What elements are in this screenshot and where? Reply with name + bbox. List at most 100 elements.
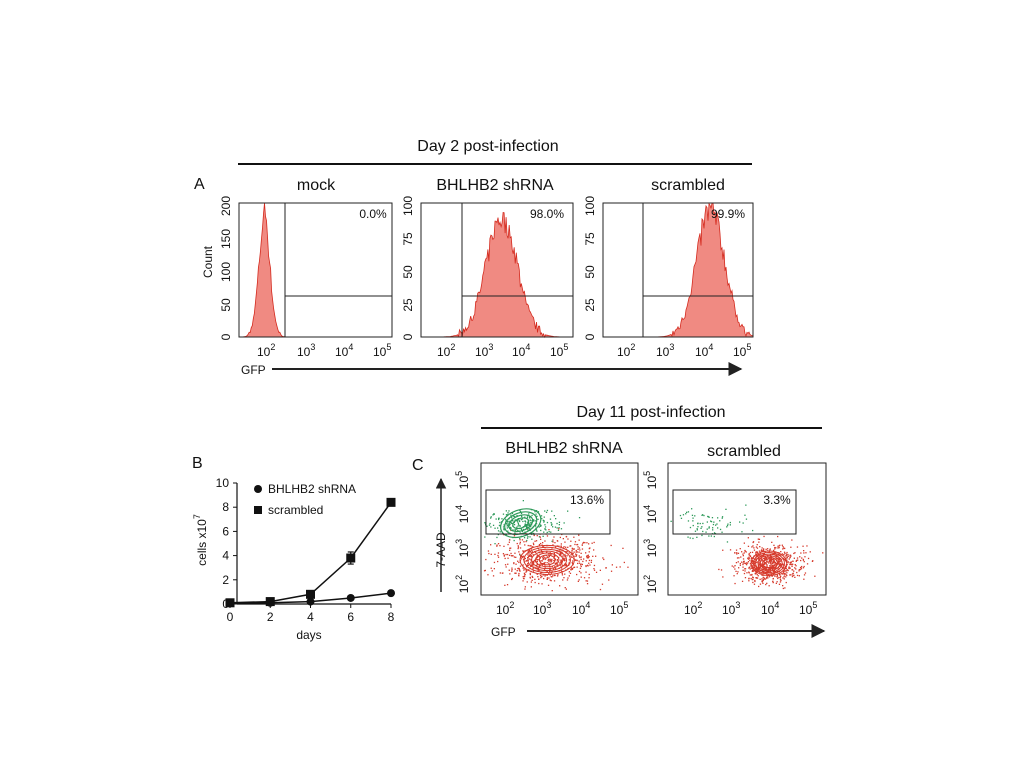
dot-red: [538, 578, 540, 580]
dot-red: [765, 583, 767, 586]
dot-red: [586, 555, 588, 557]
dot-red: [627, 566, 629, 568]
panel-a-y-axis-label: Count: [201, 245, 215, 278]
gate-box: [672, 489, 797, 535]
dot-red: [542, 555, 545, 557]
dot-red: [789, 563, 791, 565]
dot-red: [754, 573, 757, 575]
dot-red: [779, 565, 782, 567]
dot-green: [685, 513, 687, 515]
dot-red: [566, 579, 569, 581]
x-tick-label: 6: [347, 610, 354, 624]
dot-green: [510, 527, 512, 529]
dot-red: [571, 548, 574, 550]
dot-red: [735, 549, 738, 551]
dot-red: [790, 561, 792, 563]
dot-red: [580, 556, 582, 558]
dot-green: [687, 536, 689, 538]
dot-red: [795, 565, 797, 567]
dot-green: [512, 515, 515, 517]
dot-red: [741, 580, 744, 582]
dot-red: [743, 572, 746, 575]
dot-green: [507, 530, 509, 532]
dot-red: [770, 567, 772, 569]
dot-green: [694, 515, 696, 517]
dot-red: [532, 567, 534, 570]
dot-green: [551, 523, 553, 525]
dotplot-bhlhb2: [483, 500, 629, 592]
y-tick: 50: [401, 265, 415, 279]
dot-green: [498, 517, 500, 519]
dot-green: [525, 523, 527, 526]
dot-red: [785, 557, 787, 559]
dot-red: [561, 553, 563, 555]
dot-green: [539, 524, 542, 526]
x-ticks: 0 2 4 6 8: [227, 604, 395, 624]
x-tick: 104: [761, 600, 779, 617]
dot-red: [764, 551, 766, 553]
dot-red: [772, 578, 774, 580]
dot-red: [782, 563, 784, 566]
dot-red: [777, 547, 779, 549]
dot-green: [721, 517, 723, 519]
legend-marker-square: [254, 506, 262, 514]
dot-red: [548, 577, 550, 579]
dot-red: [574, 543, 576, 546]
dot-red: [521, 539, 524, 541]
dot-red: [809, 551, 811, 553]
dot-green: [710, 521, 713, 523]
dot-red: [781, 553, 783, 555]
dot-red: [751, 566, 753, 568]
dot-red: [530, 586, 532, 588]
dot-red: [792, 560, 794, 562]
dot-red: [759, 564, 761, 566]
dot-red: [771, 575, 773, 577]
dot-green: [541, 517, 543, 520]
dot-red: [736, 557, 739, 559]
dot-red: [789, 567, 791, 569]
dot-red: [599, 569, 601, 571]
dot-red: [747, 557, 749, 559]
dot-red: [780, 551, 782, 553]
dot-red: [537, 567, 540, 570]
dot-red: [774, 548, 776, 550]
dot-red: [542, 558, 544, 560]
dot-red: [766, 565, 768, 567]
dot-red: [747, 545, 750, 547]
dot-red: [746, 562, 749, 564]
dot-red: [749, 574, 751, 576]
dot-red: [544, 575, 546, 577]
dot-red: [771, 541, 773, 543]
dot-red: [761, 580, 763, 582]
dot-green: [519, 524, 521, 527]
dot-red: [487, 574, 489, 576]
dot-green: [505, 533, 507, 536]
dot-red: [772, 570, 775, 572]
dot-red: [802, 545, 804, 547]
y-tick: 105: [642, 471, 659, 489]
dot-red: [767, 577, 769, 579]
dot-green: [542, 535, 544, 537]
dot-red: [507, 543, 509, 546]
dot-red: [803, 561, 805, 563]
x-tick: 105: [373, 342, 391, 359]
dot-red: [544, 565, 546, 567]
x-ticks: 102 103 104 105: [496, 600, 628, 617]
dot-red: [733, 566, 735, 568]
y-ticks: 0246810: [216, 476, 237, 611]
dot-red: [754, 559, 756, 561]
dot-red: [753, 564, 756, 566]
dot-red: [760, 569, 762, 571]
dot-green: [686, 511, 688, 513]
dot-red: [738, 567, 740, 569]
dot-green: [543, 520, 545, 522]
dot-red: [754, 569, 756, 571]
dot-green: [522, 500, 524, 502]
dot-red: [530, 548, 532, 550]
dot-red: [771, 563, 773, 565]
histogram-scrambled: scrambled 99.9% 0 25 50 75 100 102 103 1…: [583, 177, 754, 359]
dot-red: [775, 571, 777, 573]
dot-red: [556, 565, 558, 567]
dot-red: [556, 559, 558, 561]
dot-red: [756, 573, 758, 576]
